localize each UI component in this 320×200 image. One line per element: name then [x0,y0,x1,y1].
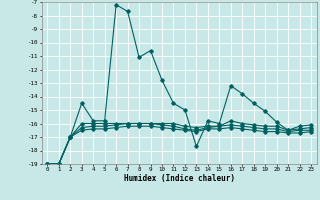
X-axis label: Humidex (Indice chaleur): Humidex (Indice chaleur) [124,174,235,183]
